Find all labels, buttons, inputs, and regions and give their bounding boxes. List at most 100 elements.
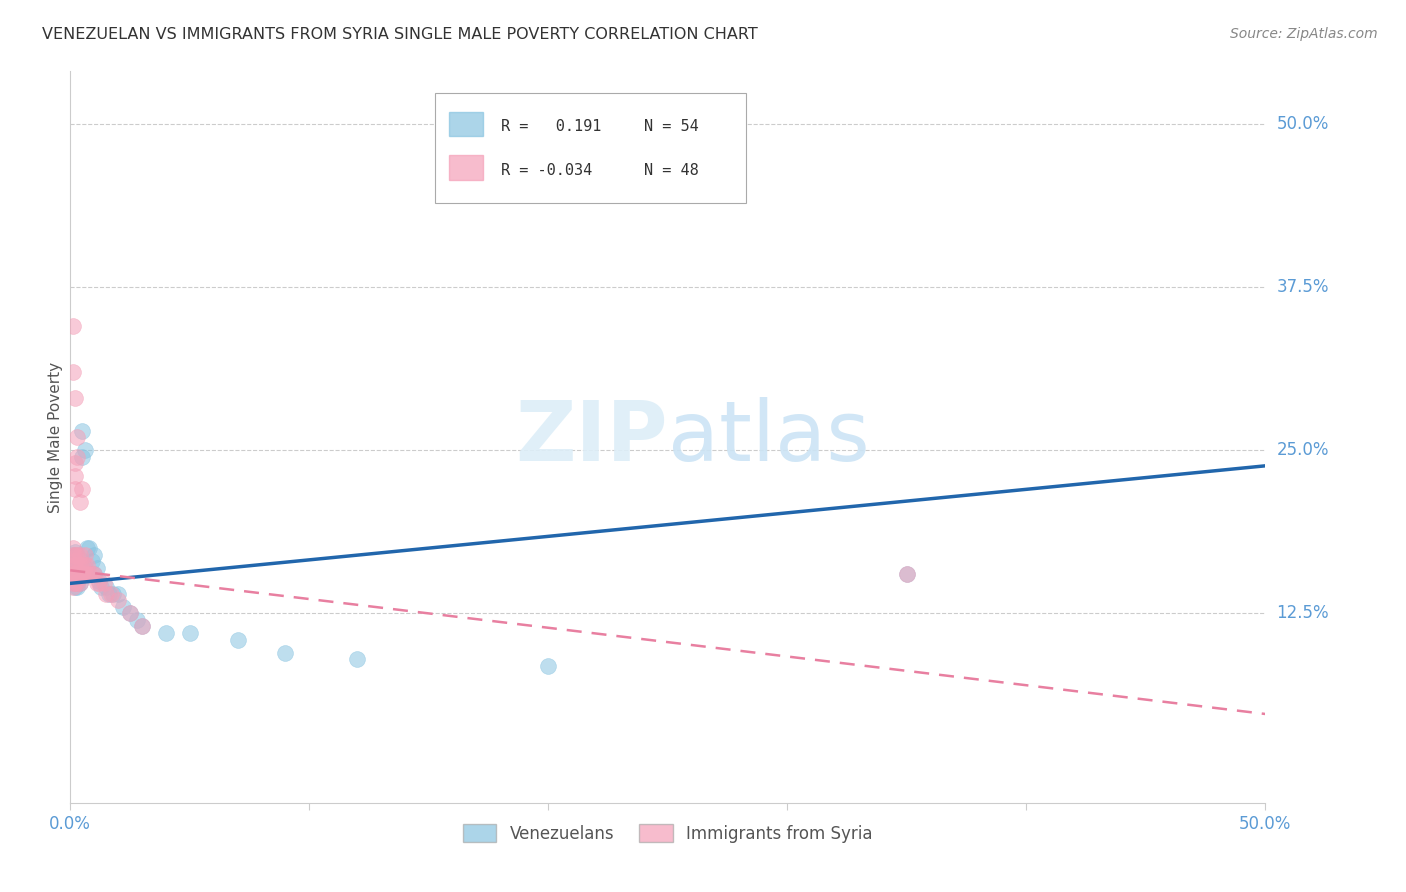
Point	[179, 626, 201, 640]
Point	[73, 443, 96, 458]
Point	[120, 607, 141, 621]
Point	[127, 613, 149, 627]
Point	[66, 567, 89, 582]
Point	[87, 576, 110, 591]
Point	[86, 560, 108, 574]
Text: 50.0%: 50.0%	[1277, 114, 1329, 133]
Point	[69, 563, 91, 577]
Point	[70, 424, 93, 438]
Point	[93, 576, 115, 591]
Point	[107, 587, 129, 601]
Point	[86, 576, 108, 591]
Point	[107, 593, 129, 607]
Point	[79, 541, 101, 555]
Point	[69, 558, 91, 573]
Point	[73, 567, 96, 582]
Text: ZIP: ZIP	[516, 397, 668, 477]
Text: Source: ZipAtlas.com: Source: ZipAtlas.com	[1230, 27, 1378, 41]
Point	[63, 391, 86, 405]
Point	[63, 554, 86, 568]
Point	[70, 554, 93, 568]
Point	[63, 567, 86, 582]
Point	[62, 576, 84, 591]
Point	[79, 567, 101, 582]
Point	[155, 626, 177, 640]
Point	[63, 576, 86, 591]
Point	[63, 456, 86, 470]
Text: 37.5%: 37.5%	[1277, 278, 1329, 296]
Point	[69, 567, 91, 582]
Point	[131, 619, 153, 633]
Point	[63, 563, 86, 577]
Point	[69, 576, 91, 591]
Point	[63, 548, 86, 562]
Bar	[449, 155, 482, 179]
FancyBboxPatch shape	[434, 94, 745, 203]
Point	[63, 483, 86, 497]
Point	[896, 567, 918, 582]
Point	[896, 567, 918, 582]
Text: atlas: atlas	[668, 397, 869, 477]
Point	[62, 548, 84, 562]
Point	[79, 567, 101, 582]
Text: R = -0.034: R = -0.034	[501, 162, 592, 178]
Point	[100, 587, 122, 601]
Point	[111, 599, 134, 614]
Point	[131, 619, 153, 633]
Point	[69, 576, 91, 591]
Point	[66, 558, 89, 573]
Point	[83, 548, 105, 562]
Point	[70, 567, 93, 582]
Point	[76, 567, 98, 582]
Point	[66, 450, 89, 464]
Point	[63, 576, 86, 591]
Point	[63, 554, 86, 568]
Point	[69, 548, 91, 562]
Point	[66, 567, 89, 582]
Point	[66, 554, 89, 568]
Point	[66, 567, 89, 582]
Point	[63, 580, 86, 594]
Point	[87, 574, 110, 588]
Bar	[449, 112, 482, 136]
Point	[62, 567, 84, 582]
Point	[69, 558, 91, 573]
Point	[62, 558, 84, 573]
Point	[73, 548, 96, 562]
Point	[66, 567, 89, 582]
Text: VENEZUELAN VS IMMIGRANTS FROM SYRIA SINGLE MALE POVERTY CORRELATION CHART: VENEZUELAN VS IMMIGRANTS FROM SYRIA SING…	[42, 27, 758, 42]
Point	[66, 580, 89, 594]
Text: R =   0.191: R = 0.191	[501, 119, 600, 134]
Point	[63, 558, 86, 573]
Point	[70, 483, 93, 497]
Point	[63, 558, 86, 573]
Point	[96, 587, 117, 601]
Point	[346, 652, 368, 666]
Point	[62, 548, 84, 562]
Point	[62, 558, 84, 573]
Point	[66, 430, 89, 444]
Point	[76, 541, 98, 555]
Point	[83, 567, 105, 582]
Point	[73, 558, 96, 573]
Point	[69, 495, 91, 509]
Point	[62, 576, 84, 591]
Point	[66, 548, 89, 562]
Point	[76, 558, 98, 573]
Text: N = 48: N = 48	[644, 162, 699, 178]
Point	[83, 567, 105, 582]
Point	[66, 548, 89, 562]
Legend: Venezuelans, Immigrants from Syria: Venezuelans, Immigrants from Syria	[457, 818, 879, 849]
Point	[62, 541, 84, 555]
Point	[80, 554, 103, 568]
Text: 12.5%: 12.5%	[1277, 605, 1329, 623]
Y-axis label: Single Male Poverty: Single Male Poverty	[48, 361, 63, 513]
Point	[537, 658, 560, 673]
Point	[63, 469, 86, 483]
Point	[63, 545, 86, 559]
Point	[274, 646, 297, 660]
Point	[103, 587, 125, 601]
Point	[62, 580, 84, 594]
Point	[96, 580, 117, 594]
Point	[63, 574, 86, 588]
